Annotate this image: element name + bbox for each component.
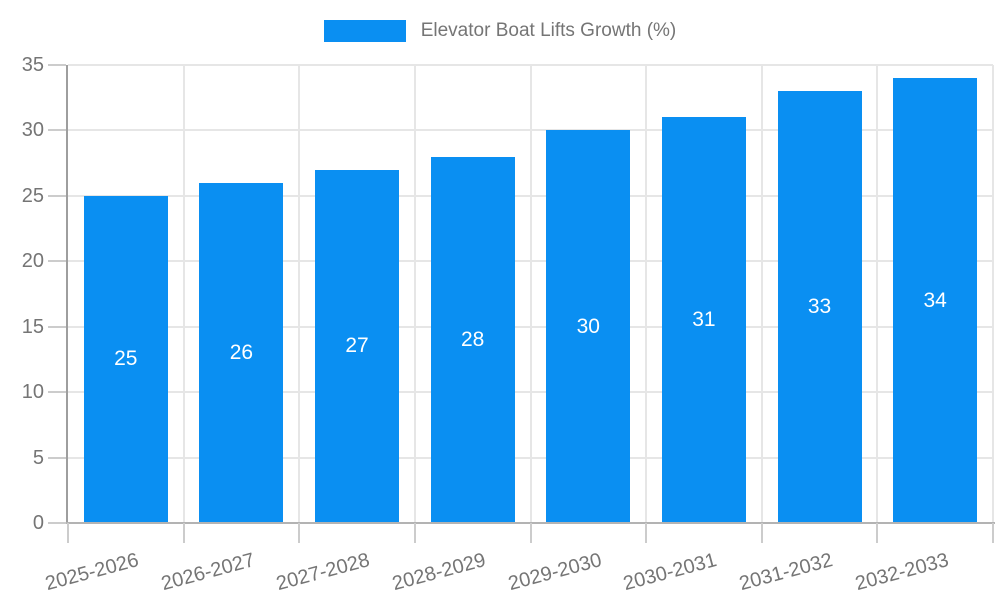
x-gridline <box>760 65 763 523</box>
x-tick-mark <box>529 523 532 543</box>
bar-value-label: 34 <box>923 288 947 312</box>
x-tick-label: 2028-2029 <box>390 549 489 596</box>
legend-swatch <box>323 20 406 42</box>
legend: Elevator Boat Lifts Growth (%) <box>0 20 1000 42</box>
bar[interactable]: 28 <box>430 156 515 523</box>
x-tick-mark <box>413 523 416 543</box>
y-tick-label: 15 <box>21 315 44 338</box>
y-tick-label: 20 <box>21 250 44 273</box>
bar-value-label: 30 <box>576 314 600 338</box>
x-gridline <box>298 65 301 523</box>
y-tick-mark <box>48 260 66 263</box>
bar-value-label: 33 <box>807 295 832 319</box>
y-tick-mark <box>48 456 66 459</box>
x-gridline <box>182 65 185 523</box>
x-gridline <box>645 65 648 523</box>
bar-value-label: 26 <box>229 340 254 364</box>
bar[interactable]: 25 <box>83 195 168 523</box>
y-tick-label: 0 <box>32 512 44 534</box>
bar[interactable]: 31 <box>661 117 746 523</box>
y-axis-line <box>66 65 68 523</box>
bar-value-label: 31 <box>692 308 716 332</box>
plot-area: 25 26 27 28 30 31 33 34 <box>68 64 994 523</box>
x-tick-mark <box>760 523 763 543</box>
x-gridline <box>876 65 879 523</box>
x-gridline <box>529 65 532 523</box>
x-tick-mark <box>298 523 301 543</box>
x-tick-label: 2032-2033 <box>852 549 951 596</box>
y-tick-mark <box>48 391 66 394</box>
bar-value-label: 27 <box>345 334 369 358</box>
bar[interactable]: 26 <box>199 182 284 523</box>
x-tick-label: 2025-2026 <box>43 549 142 596</box>
bar-value-label: 28 <box>461 327 485 351</box>
x-tick-label: 2029-2030 <box>505 549 604 596</box>
x-tick-label: 2030-2031 <box>621 549 720 596</box>
y-tick-label: 10 <box>21 381 44 404</box>
x-tick-mark <box>992 523 994 543</box>
x-tick-mark <box>182 523 185 543</box>
y-tick-label: 35 <box>21 54 44 76</box>
y-tick-mark <box>48 194 66 197</box>
x-gridline <box>413 65 416 523</box>
y-tick-label: 30 <box>21 119 44 142</box>
legend-label: Elevator Boat Lifts Growth (%) <box>420 20 677 41</box>
bar-value-label: 25 <box>114 347 138 371</box>
x-tick-mark <box>876 523 879 543</box>
bar[interactable]: 27 <box>315 169 400 523</box>
y-tick-mark <box>48 64 66 66</box>
y-tick-label: 25 <box>21 184 44 207</box>
x-tick-label: 2026-2027 <box>158 549 257 596</box>
bar[interactable]: 34 <box>893 78 978 523</box>
y-tick-mark <box>48 522 66 524</box>
x-tick-mark <box>645 523 648 543</box>
x-tick-label: 2031-2032 <box>736 549 835 596</box>
y-tick-label: 5 <box>32 446 44 469</box>
bar[interactable]: 30 <box>546 130 631 523</box>
y-tick-mark <box>48 325 66 328</box>
bar[interactable]: 33 <box>777 91 862 523</box>
y-tick-mark <box>48 129 66 132</box>
x-tick-mark <box>67 523 69 543</box>
x-gridline <box>992 65 994 523</box>
x-tick-label: 2027-2028 <box>274 549 373 596</box>
